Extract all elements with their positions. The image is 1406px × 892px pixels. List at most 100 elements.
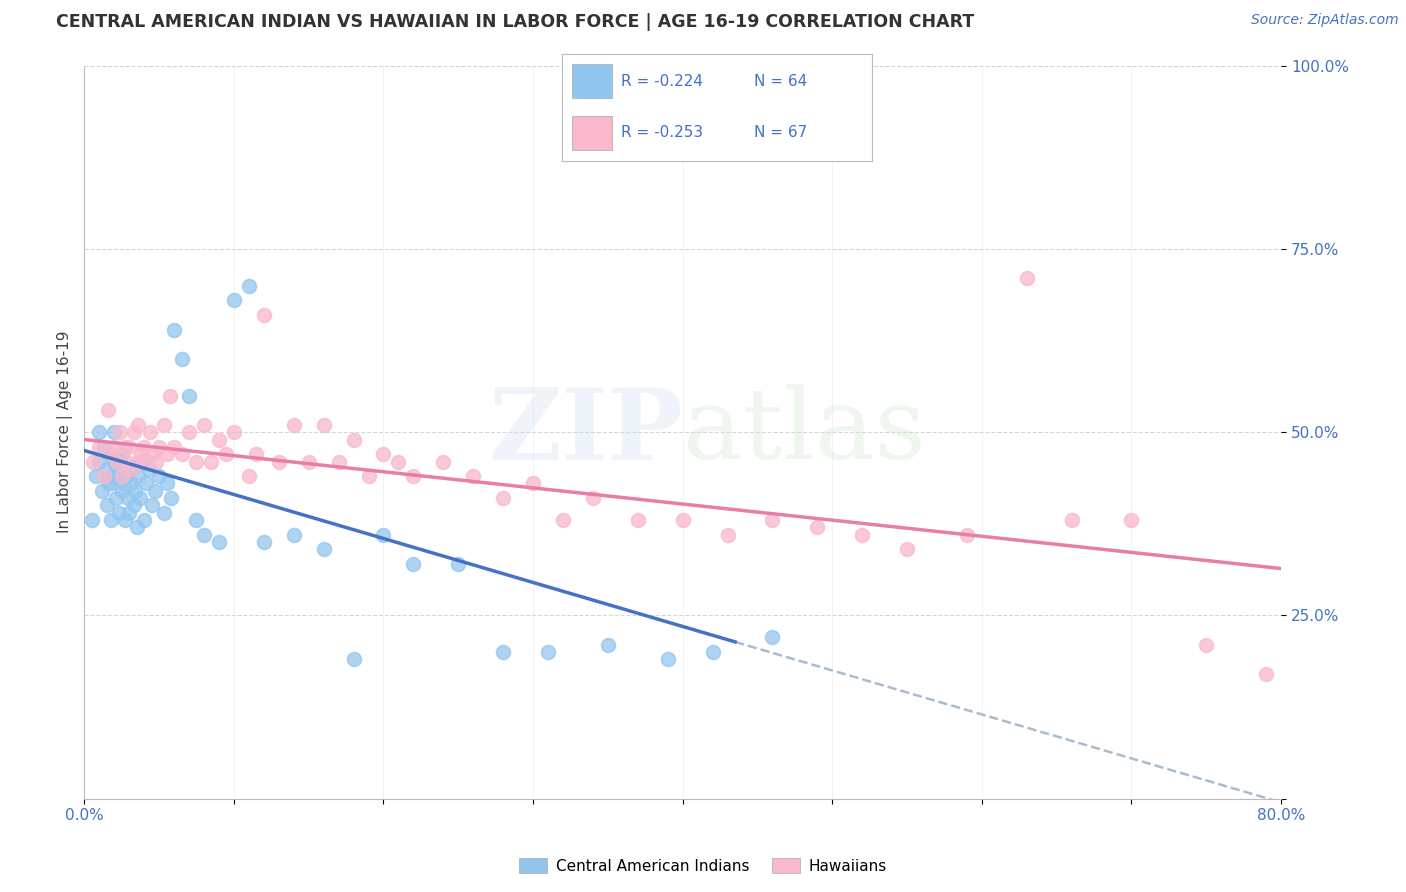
Point: [342, 652, 364, 666]
Point: [357, 469, 380, 483]
Point: [402, 469, 425, 483]
Point: [84, 469, 107, 483]
Point: [121, 462, 143, 476]
Point: [761, 631, 783, 645]
Point: [1121, 513, 1143, 527]
Point: [761, 513, 783, 527]
Point: [105, 454, 128, 468]
Point: [129, 454, 152, 468]
Point: [298, 454, 321, 468]
Point: [97, 403, 120, 417]
Point: [103, 440, 125, 454]
Point: [193, 528, 215, 542]
Point: [387, 454, 409, 468]
Bar: [572, 64, 612, 98]
Point: [136, 454, 159, 468]
Point: [143, 483, 166, 498]
Point: [283, 528, 305, 542]
Point: [283, 417, 305, 432]
Point: [91, 483, 114, 498]
Point: [253, 308, 276, 322]
Point: [215, 447, 238, 461]
Point: [127, 417, 149, 432]
Point: [112, 476, 135, 491]
Point: [537, 645, 560, 659]
Text: CENTRAL AMERICAN INDIAN VS HAWAIIAN IN LABOR FORCE | AGE 16-19 CORRELATION CHART: CENTRAL AMERICAN INDIAN VS HAWAIIAN IN L…: [56, 13, 974, 31]
Point: [125, 454, 148, 468]
Point: [89, 454, 111, 468]
Text: R = -0.253: R = -0.253: [621, 125, 703, 140]
Text: R = -0.224: R = -0.224: [621, 74, 703, 89]
Point: [118, 440, 141, 454]
Point: [208, 433, 231, 447]
Point: [222, 293, 245, 308]
Point: [122, 425, 145, 440]
Point: [170, 351, 193, 366]
Point: [193, 417, 215, 432]
Point: [142, 447, 165, 461]
Point: [155, 476, 177, 491]
Point: [108, 454, 131, 468]
Point: [145, 454, 167, 468]
Point: [89, 440, 111, 454]
Point: [103, 454, 125, 468]
Point: [463, 469, 485, 483]
Y-axis label: In Labor Force | Age 16-19: In Labor Force | Age 16-19: [58, 331, 73, 533]
Point: [155, 447, 177, 461]
Point: [82, 454, 104, 468]
Point: [96, 499, 118, 513]
Point: [122, 499, 145, 513]
Point: [312, 417, 335, 432]
Point: [159, 388, 181, 402]
Point: [672, 513, 695, 527]
Point: [114, 440, 136, 454]
Point: [148, 469, 170, 483]
Point: [492, 645, 515, 659]
Point: [522, 476, 544, 491]
Point: [89, 425, 111, 440]
Point: [342, 433, 364, 447]
Point: [93, 440, 115, 454]
Point: [373, 447, 395, 461]
Point: [111, 447, 134, 461]
Point: [80, 513, 103, 527]
Point: [100, 476, 122, 491]
Point: [100, 447, 122, 461]
Point: [152, 417, 174, 432]
Point: [447, 557, 470, 571]
Point: [101, 469, 124, 483]
Point: [267, 454, 290, 468]
Point: [118, 506, 141, 520]
Point: [111, 483, 134, 498]
Point: [152, 506, 174, 520]
Point: [627, 513, 650, 527]
Point: [163, 322, 186, 336]
Point: [121, 462, 143, 476]
Point: [312, 542, 335, 557]
Text: Source: ZipAtlas.com: Source: ZipAtlas.com: [1251, 13, 1399, 28]
Point: [1060, 513, 1083, 527]
Text: N = 67: N = 67: [754, 125, 807, 140]
Point: [1256, 667, 1278, 681]
Point: [200, 454, 222, 468]
Point: [100, 513, 122, 527]
Point: [432, 454, 454, 468]
Point: [115, 469, 138, 483]
Point: [402, 557, 425, 571]
Point: [373, 528, 395, 542]
Legend: Central American Indians, Hawaiians: Central American Indians, Hawaiians: [513, 852, 893, 880]
Point: [141, 499, 163, 513]
Point: [806, 520, 828, 534]
Point: [582, 491, 605, 505]
Point: [956, 528, 979, 542]
Bar: [572, 116, 612, 150]
Point: [138, 462, 160, 476]
Point: [124, 483, 146, 498]
Point: [108, 425, 131, 440]
Point: [160, 491, 183, 505]
Point: [103, 425, 125, 440]
Point: [93, 469, 115, 483]
Point: [105, 469, 128, 483]
Point: [125, 520, 148, 534]
Point: [107, 506, 129, 520]
